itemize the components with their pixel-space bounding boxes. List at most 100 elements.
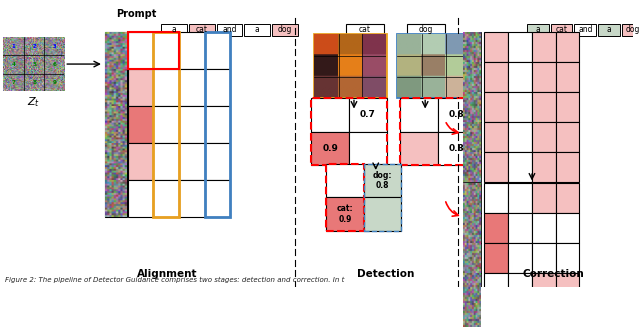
Bar: [272, 24, 298, 36]
Bar: [205, 180, 230, 217]
Bar: [127, 143, 153, 180]
Bar: [556, 122, 579, 152]
Bar: [127, 32, 179, 69]
Bar: [463, 243, 481, 273]
Text: 1: 1: [470, 38, 474, 43]
Bar: [314, 34, 386, 97]
Bar: [508, 92, 532, 122]
Bar: [349, 98, 387, 132]
Bar: [179, 32, 205, 69]
Bar: [556, 62, 579, 92]
Bar: [484, 213, 508, 243]
Bar: [216, 24, 243, 36]
Text: 1: 1: [113, 36, 118, 42]
Bar: [401, 132, 438, 165]
Bar: [532, 183, 556, 213]
Bar: [463, 32, 481, 62]
Bar: [532, 273, 556, 303]
Bar: [312, 98, 349, 132]
Bar: [484, 152, 508, 182]
Text: 1: 1: [470, 189, 474, 194]
Bar: [551, 24, 573, 36]
Bar: [153, 32, 179, 217]
Bar: [105, 143, 127, 180]
Text: Prompt: Prompt: [116, 9, 157, 19]
Bar: [244, 24, 270, 36]
Bar: [438, 98, 476, 132]
Bar: [532, 213, 556, 243]
Bar: [205, 143, 230, 180]
Bar: [484, 243, 508, 273]
Bar: [463, 183, 481, 213]
Bar: [508, 243, 532, 273]
Bar: [189, 24, 214, 36]
Bar: [326, 198, 364, 231]
Bar: [622, 24, 640, 36]
Bar: [105, 32, 127, 69]
Text: 5: 5: [470, 308, 474, 313]
Bar: [556, 243, 579, 273]
Bar: [484, 62, 508, 92]
Text: and: and: [578, 25, 593, 34]
Text: 0.7: 0.7: [360, 111, 376, 119]
Bar: [127, 106, 153, 143]
Bar: [438, 132, 476, 165]
Bar: [364, 198, 401, 231]
Bar: [508, 32, 532, 62]
Bar: [484, 32, 508, 62]
Bar: [508, 213, 532, 243]
Text: 4: 4: [113, 146, 118, 152]
Bar: [408, 24, 445, 36]
Bar: [105, 106, 127, 143]
Bar: [463, 303, 481, 327]
Bar: [105, 180, 127, 217]
Bar: [532, 92, 556, 122]
Bar: [326, 164, 364, 198]
Bar: [153, 32, 179, 69]
Bar: [532, 62, 556, 92]
Bar: [556, 152, 579, 182]
Bar: [326, 164, 364, 231]
Bar: [364, 164, 401, 198]
Text: Correction: Correction: [523, 269, 584, 279]
Text: a: a: [255, 25, 259, 34]
Bar: [532, 243, 556, 273]
Bar: [205, 106, 230, 143]
Bar: [527, 24, 548, 36]
Bar: [508, 152, 532, 182]
Text: a: a: [607, 25, 611, 34]
Bar: [575, 24, 596, 36]
Bar: [508, 183, 532, 213]
Bar: [556, 183, 579, 213]
Bar: [508, 303, 532, 327]
Bar: [153, 143, 179, 180]
Bar: [463, 92, 481, 122]
Text: 5: 5: [113, 183, 118, 189]
Bar: [463, 122, 481, 152]
Text: cat:
0.9: cat: 0.9: [337, 204, 353, 224]
Bar: [312, 132, 349, 165]
Text: 3: 3: [470, 97, 474, 103]
Bar: [508, 122, 532, 152]
Bar: [205, 69, 230, 106]
Bar: [484, 273, 508, 303]
Text: dog: dog: [419, 25, 433, 34]
Bar: [349, 132, 387, 165]
Bar: [556, 213, 579, 243]
Bar: [346, 24, 383, 36]
Bar: [463, 273, 481, 303]
Text: 3: 3: [470, 249, 474, 253]
Text: 4: 4: [470, 278, 474, 283]
Text: 2: 2: [470, 219, 474, 224]
Bar: [161, 24, 187, 36]
Bar: [127, 180, 153, 217]
Bar: [508, 62, 532, 92]
Text: cat: cat: [359, 25, 371, 34]
Text: 2: 2: [113, 73, 118, 78]
Bar: [312, 98, 387, 165]
Text: dog: dog: [626, 25, 640, 34]
Bar: [153, 106, 179, 143]
Bar: [532, 152, 556, 182]
Bar: [401, 98, 438, 132]
Bar: [556, 32, 579, 62]
